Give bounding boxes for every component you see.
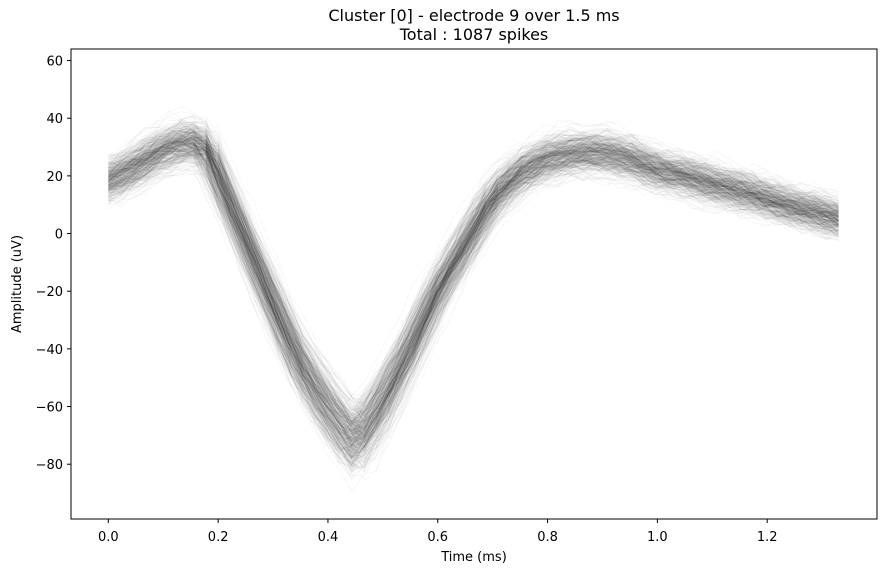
y-tick-label: 40 xyxy=(46,112,63,127)
y-axis-ticks: 60 40 20 0 −20 −40 −60 −80 xyxy=(36,55,71,473)
x-tick-label: 0.8 xyxy=(537,530,558,545)
y-tick-label: −60 xyxy=(36,401,63,416)
x-tick-label: 0.4 xyxy=(318,530,339,545)
x-tick-label: 0.0 xyxy=(98,530,119,545)
chart-title: Cluster [0] - electrode 9 over 1.5 ms xyxy=(328,6,619,25)
plot-frame xyxy=(70,48,878,520)
y-axis-label: Amplitude (uV) xyxy=(10,235,25,333)
y-tick-label: 20 xyxy=(46,170,63,185)
x-axis-label: Time (ms) xyxy=(440,550,507,565)
y-tick-label: 0 xyxy=(55,228,63,243)
x-tick-label: 0.6 xyxy=(427,530,448,545)
x-tick-label: 1.2 xyxy=(757,530,778,545)
x-axis-ticks: 0.0 0.2 0.4 0.6 0.8 1.0 1.2 xyxy=(98,519,778,545)
y-tick-label: −40 xyxy=(36,343,63,358)
y-tick-label: 60 xyxy=(46,55,63,70)
x-tick-label: 1.0 xyxy=(647,530,668,545)
x-tick-label: 0.2 xyxy=(208,530,229,545)
chart-subtitle: Total : 1087 spikes xyxy=(399,25,549,44)
y-tick-label: −80 xyxy=(36,458,63,473)
y-tick-label: −20 xyxy=(36,285,63,300)
